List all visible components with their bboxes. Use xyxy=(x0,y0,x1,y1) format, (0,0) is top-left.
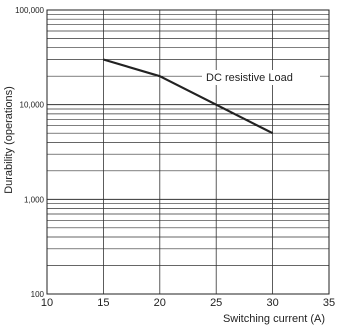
y-tick-label: 1,000 xyxy=(24,195,45,204)
annotation-background xyxy=(202,70,320,85)
x-tick-labels: 10 15 20 25 30 35 xyxy=(41,297,335,309)
x-axis-label: Switching current (A) xyxy=(223,313,325,325)
x-tick-label: 30 xyxy=(266,297,278,309)
y-tick-label: 100 xyxy=(31,290,45,299)
y-tick-label: 100,000 xyxy=(15,6,44,15)
y-tick-labels: 100 1,000 10,000 100,000 xyxy=(15,6,44,299)
x-tick-label: 10 xyxy=(41,297,53,309)
grid-lines xyxy=(47,10,329,294)
x-tick-label: 35 xyxy=(323,297,335,309)
series-line xyxy=(103,58,274,135)
x-tick-label: 20 xyxy=(154,297,166,309)
x-tick-label: 15 xyxy=(97,297,109,309)
plot-frame xyxy=(46,9,330,295)
annotation-label: DC resistive Load xyxy=(206,72,293,84)
y-tick-label: 10,000 xyxy=(20,101,45,110)
y-axis-label: Durability (operations) xyxy=(3,86,15,194)
x-tick-label: 25 xyxy=(210,297,222,309)
series-layer xyxy=(103,58,274,135)
